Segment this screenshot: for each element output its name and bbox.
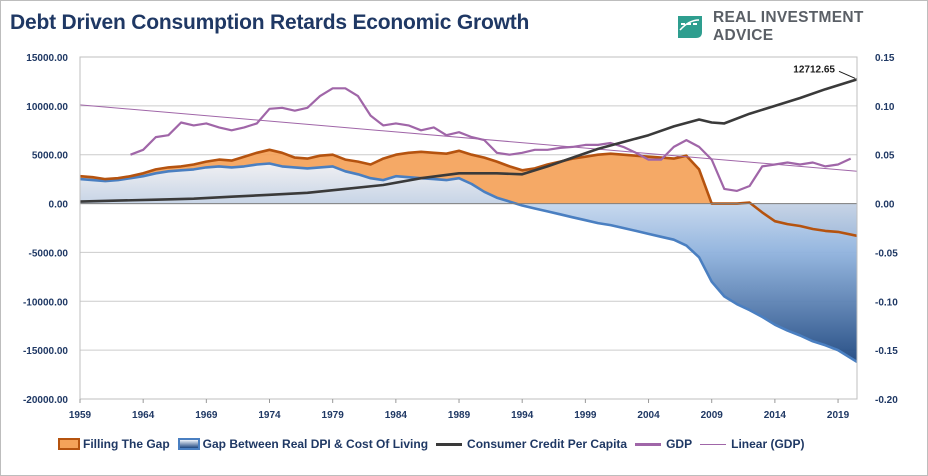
legend-label-linear-gdp: Linear (GDP)	[731, 437, 805, 451]
legend-label-dpi-gap: Gap Between Real DPI & Cost Of Living	[202, 437, 429, 451]
legend-swatch-consumer-credit	[436, 442, 463, 446]
y-left-tick-label: -20000.00	[23, 395, 68, 406]
axes: 15000.00 0.15 10000.00 0.10 5000.00 0.05 0.00 0…	[23, 53, 898, 421]
legend-swatch-linear-gdp	[700, 443, 727, 445]
y-left-tick-label: 5000.00	[32, 151, 69, 162]
y-right-tick-label: 0.10	[875, 102, 895, 113]
y-left-tick-label: -10000.00	[23, 297, 68, 308]
plot-border	[79, 56, 858, 400]
y-right-tick-label: -0.20	[875, 395, 898, 406]
x-tick-label: 1969	[195, 410, 218, 421]
series-gdp-line	[130, 87, 852, 192]
y-left-tick-label: -5000.00	[29, 248, 69, 259]
brand-logo-block: REAL INVESTMENT ADVICE	[675, 9, 928, 45]
legend-label-filling-the-gap: Filling The Gap	[83, 437, 170, 451]
x-tick-label: 1994	[511, 410, 534, 421]
brand-name: REAL INVESTMENT ADVICE	[713, 9, 928, 45]
legend: Filling The Gap Gap Between Real DPI & C…	[58, 437, 812, 451]
y-right-tick-label: -0.15	[875, 346, 898, 357]
x-tick-label: 1984	[385, 410, 408, 421]
legend-item-gdp: GDP	[635, 437, 692, 451]
legend-label-gdp: GDP	[666, 437, 693, 451]
annotation-layer: 12712.65	[793, 64, 856, 79]
x-tick-label: 1974	[258, 410, 281, 421]
legend-item-dpi-gap: Gap Between Real DPI & Cost Of Living	[177, 437, 429, 451]
y-right-tick-label: 0.00	[875, 200, 895, 211]
legend-swatch-dpi-gap	[177, 438, 200, 450]
chart-arrow-logo-icon	[678, 16, 702, 38]
brand-name-part2: INVESTMENT ADVICE	[713, 9, 864, 44]
x-tick-label: 2019	[827, 410, 850, 421]
x-tick-label: 1959	[69, 410, 92, 421]
annotation-label: 12712.65	[793, 64, 835, 75]
y-left-tick-label: 15000.00	[26, 53, 68, 64]
plot-area	[80, 78, 857, 364]
series-linear-gdp-line	[80, 104, 857, 172]
brand-name-part1: REAL	[713, 9, 761, 26]
y-right-tick-label: -0.10	[875, 297, 898, 308]
annotation-leader-line	[838, 70, 856, 79]
x-tick-label: 2009	[701, 410, 724, 421]
series-dpi-gap-area	[80, 163, 857, 362]
series-consumer-credit-line	[80, 78, 857, 203]
y-right-tick-label: 0.05	[875, 151, 895, 162]
x-tick-label: 2014	[764, 410, 787, 421]
x-tick-label: 1999	[574, 410, 597, 421]
legend-label-consumer-credit: Consumer Credit Per Capita	[467, 437, 628, 451]
series-dpi-gap-outline	[80, 162, 857, 364]
y-right-tick-label: 0.15	[875, 53, 895, 64]
legend-swatch-gdp	[635, 442, 662, 446]
legend-item-consumer-credit: Consumer Credit Per Capita	[436, 437, 627, 451]
y-left-tick-label: 10000.00	[26, 102, 68, 113]
y-left-tick-label: -15000.00	[23, 346, 68, 357]
x-tick-label: 2004	[637, 410, 660, 421]
y-left-tick-label: 0.00	[49, 200, 69, 211]
legend-item-filling-the-gap: Filling The Gap	[58, 437, 170, 451]
x-tick-label: 1989	[448, 410, 471, 421]
x-tick-label: 1979	[322, 410, 345, 421]
chart-title: Debt Driven Consumption Retards Economic…	[10, 11, 530, 34]
legend-item-linear-gdp: Linear (GDP)	[700, 437, 804, 451]
legend-swatch-filling-the-gap	[58, 438, 80, 450]
y-right-tick-label: -0.05	[875, 248, 898, 259]
x-tick-label: 1964	[132, 410, 155, 421]
